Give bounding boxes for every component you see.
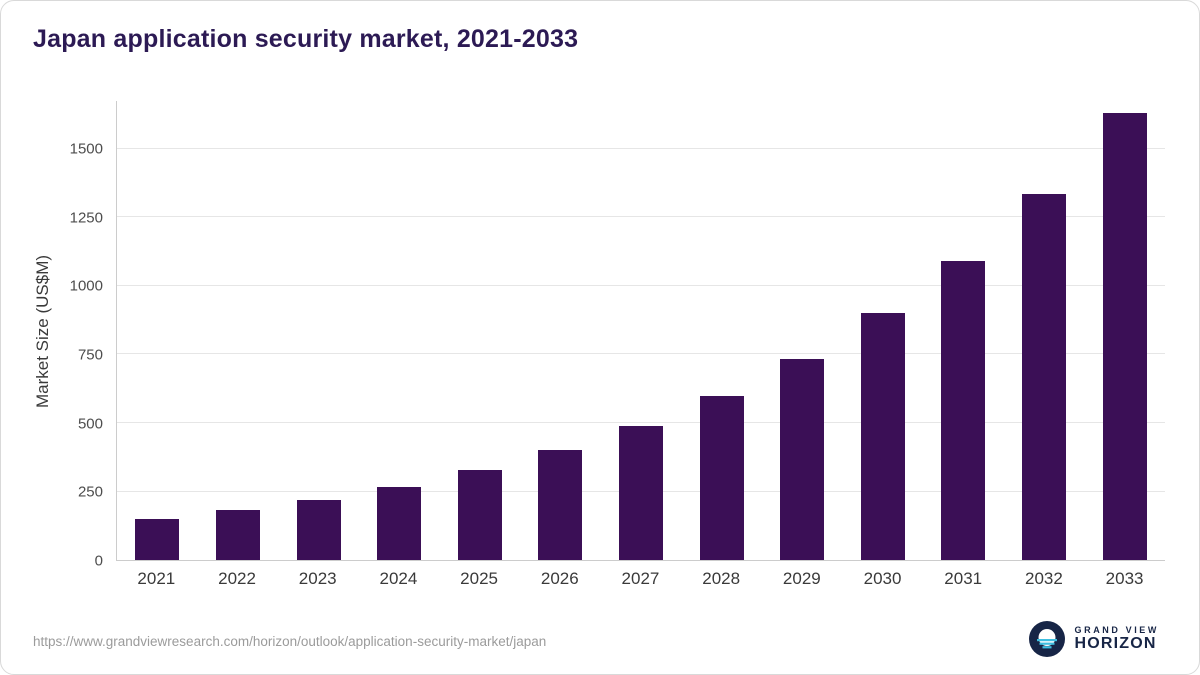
bar-slot <box>520 101 601 560</box>
bar-2025 <box>457 469 502 560</box>
gridline <box>117 353 1165 355</box>
plot-area <box>116 101 1165 561</box>
y-tick-label: 1500 <box>69 140 103 158</box>
brand-logo: GRAND VIEW HORIZON <box>1028 621 1160 657</box>
bar-slot <box>601 101 682 560</box>
brand-name-top: GRAND VIEW <box>1074 624 1159 635</box>
bar-series <box>117 101 1165 560</box>
bar-2026 <box>538 449 583 560</box>
bar-slot <box>198 101 279 560</box>
gridline <box>117 216 1165 218</box>
brand-name-bottom: HORIZON <box>1074 634 1157 652</box>
bar-slot <box>439 101 520 560</box>
y-tick-label: 750 <box>77 346 103 364</box>
x-tick-label: 2026 <box>540 569 579 588</box>
x-tick-label: 2032 <box>1024 569 1063 588</box>
y-tick-label: 0 <box>94 552 103 570</box>
bar-slot <box>1084 101 1165 560</box>
bar-slot <box>359 101 440 560</box>
bar-2033 <box>1102 113 1147 560</box>
bar-2032 <box>1022 194 1066 560</box>
y-tick-label: 500 <box>77 415 103 433</box>
bar-2021 <box>135 518 180 560</box>
bar-2027 <box>618 425 663 560</box>
bar-slot <box>842 101 923 560</box>
bar-slot <box>278 101 359 560</box>
x-axis-labels: 2021 2022 2023 2024 2025 2026 2027 2028 2029 2030… <box>116 569 1165 589</box>
bar-2031 <box>941 261 986 560</box>
y-tick-label: 1000 <box>69 277 103 295</box>
bar-slot <box>1004 101 1085 560</box>
gridline <box>117 147 1165 149</box>
bar-2028 <box>699 395 744 560</box>
bar-slot <box>923 101 1004 560</box>
bar-slot <box>681 101 762 560</box>
x-tick-label: 2028 <box>702 569 741 588</box>
bar-2030 <box>860 313 905 560</box>
brand-logo-text: GRAND VIEW HORIZON <box>1075 625 1160 654</box>
x-tick-label: 2030 <box>863 569 902 588</box>
x-tick-label: 2029 <box>782 569 821 588</box>
y-axis-ticks: 0 250 500 750 1000 1250 1500 <box>59 101 109 570</box>
x-tick-label: 2022 <box>218 569 256 588</box>
y-tick-label: 1250 <box>69 209 103 227</box>
x-tick-label: 2031 <box>944 569 983 588</box>
x-tick-label: 2023 <box>298 569 337 588</box>
x-tick-label: 2024 <box>379 569 418 588</box>
bar-2024 <box>377 487 422 560</box>
bar-2029 <box>780 358 825 560</box>
gridline <box>117 422 1165 423</box>
horizon-logo-icon <box>1028 621 1065 657</box>
x-tick-label: 2033 <box>1105 569 1144 588</box>
bar-2022 <box>215 510 260 560</box>
y-tick-label: 250 <box>77 483 103 501</box>
x-tick-label: 2027 <box>621 569 660 588</box>
bar-slot <box>117 101 198 560</box>
chart-title: Japan application security market, 2021-… <box>33 25 579 53</box>
gridline <box>117 284 1165 286</box>
y-axis-label: Market Size (US$M) <box>33 254 52 408</box>
source-url: https://www.grandviewresearch.com/horizo… <box>33 634 547 649</box>
x-tick-label: 2025 <box>460 569 498 588</box>
x-tick-label: 2021 <box>137 569 176 588</box>
bar-2023 <box>296 499 341 560</box>
bar-slot <box>762 101 843 560</box>
